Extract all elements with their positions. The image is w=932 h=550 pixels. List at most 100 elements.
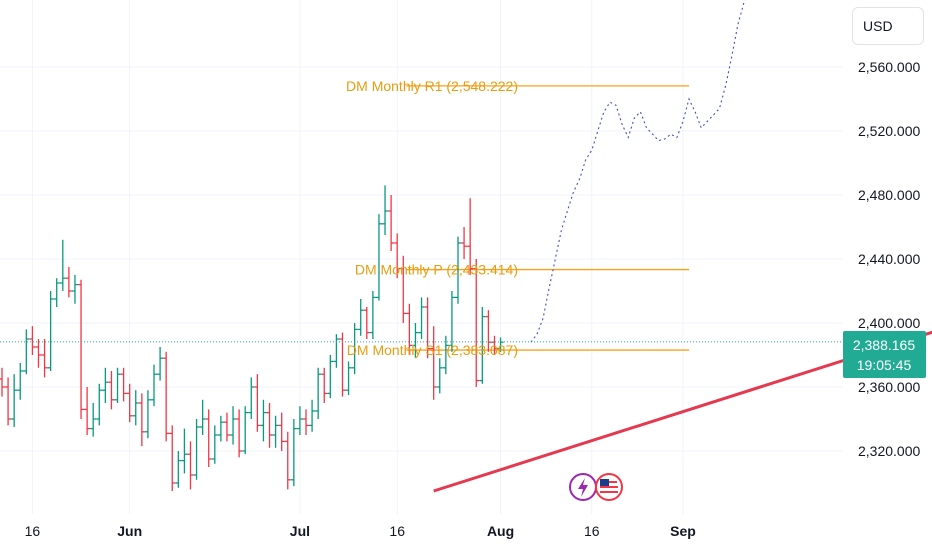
y-axis[interactable]: 2,320.000 2,360.000 2,400.000 2,440.000 2,48… (858, 59, 920, 459)
ohlc-bar (211, 425, 218, 464)
ohlc-bar (479, 307, 486, 384)
ohlc-bar (126, 383, 133, 423)
ohlc-bar (242, 406, 249, 455)
currency-selector[interactable]: USD (852, 7, 924, 45)
ohlc-bar (0, 367, 5, 397)
ohlc-bar (400, 255, 407, 323)
ohlc-bar (321, 367, 328, 403)
ohlc-bar (175, 451, 182, 488)
y-tick-label: 2,520.000 (858, 123, 920, 139)
bar-countdown: 19:05:45 (857, 357, 912, 373)
ohlc-bar (388, 195, 395, 251)
ohlc-bar (108, 371, 115, 410)
ohlc-bar (339, 332, 346, 397)
ohlc-bar (272, 415, 279, 448)
us-flag-stripe (600, 486, 618, 488)
ohlc-bar (303, 409, 309, 435)
current-price-tag: 2,388.165 19:05:45 (843, 331, 926, 378)
ohlc-bar (278, 412, 285, 451)
ohlc-bar (467, 198, 474, 275)
ohlc-bar (455, 236, 461, 304)
x-tick-label: Sep (670, 523, 696, 539)
currency-label: USD (863, 18, 893, 34)
ohlc-bar (114, 367, 121, 403)
ohlc-bar (284, 431, 291, 490)
ohlc-bar (254, 374, 261, 432)
ohlc-bar (59, 239, 66, 291)
ohlc-bar (333, 334, 340, 368)
ohlc-bar (217, 415, 224, 442)
ohlc-bar (382, 185, 389, 235)
ohlc-bar (138, 393, 145, 447)
y-tick-label: 2,400.000 (858, 315, 920, 331)
ohlc-bar (236, 409, 243, 458)
ohlc-bar (248, 377, 255, 419)
ohlc-bar (187, 441, 194, 490)
ohlc-bar (181, 428, 188, 474)
ohlc-bar (448, 291, 455, 352)
lightning-bolt-icon (578, 478, 588, 497)
pivot-level-label: DM Monthly R1 (2,548.222) (346, 78, 518, 94)
x-tick-label: Jul (290, 523, 310, 539)
ohlc-bar (412, 323, 419, 359)
ohlc-bar (132, 390, 139, 426)
ohlc-bar (260, 399, 267, 442)
ohlc-bar (17, 363, 24, 400)
x-tick-label: Jun (117, 523, 142, 539)
ohlc-bar (296, 406, 303, 435)
x-axis[interactable]: 16 Jun Jul 16 Aug 16 Sep (25, 523, 696, 539)
ohlc-bar (151, 364, 157, 407)
ohlc-bar (406, 303, 413, 355)
pivot-levels (406, 85, 690, 351)
ohlc-bar (35, 339, 42, 368)
ohlc-bar (461, 227, 468, 259)
ohlc-bar (78, 279, 85, 419)
ohlc-bar (144, 390, 151, 439)
ohlc-bar (71, 275, 78, 304)
y-tick-label: 2,360.000 (858, 379, 920, 395)
ohlc-bar (84, 387, 91, 435)
ohlc-bar (363, 307, 370, 339)
ohlc-bar (345, 361, 352, 395)
ohlc-bar (424, 297, 431, 359)
ohlc-bar (65, 267, 72, 298)
ohlc-bar (357, 299, 364, 336)
ohlc-bar (230, 406, 237, 445)
y-tick-label: 2,440.000 (858, 251, 920, 267)
y-tick-label: 2,320.000 (858, 443, 920, 459)
ohlc-bar (418, 297, 425, 339)
ohlc-bar (5, 377, 12, 426)
pivot-level-label: DM Monthly S1 (2,383.087) (347, 342, 518, 358)
event-icons[interactable] (569, 473, 623, 501)
pivot-level-label: DM Monthly P (2,433.414) (355, 262, 518, 278)
ohlc-bar (11, 374, 18, 427)
ohlc-bar (430, 326, 437, 400)
ohlc-bar (473, 259, 480, 387)
ohlc-bar (223, 412, 230, 442)
us-flag-stripe (600, 491, 618, 493)
ohlc-bar (315, 367, 322, 419)
x-tick-label: 16 (584, 523, 600, 539)
ohlc-bar (157, 347, 164, 381)
ohlc-bar (41, 339, 48, 378)
us-flag-canton (600, 479, 609, 486)
ohlc-bar (369, 291, 376, 339)
projection-path (530, 0, 746, 343)
current-price-tag-bg (843, 331, 926, 378)
ohlc-bar (290, 419, 297, 487)
ohlc-bar (120, 367, 127, 402)
ohlc-bar (169, 425, 176, 491)
ohlc-bar (47, 291, 54, 371)
ohlc-bar (327, 355, 334, 399)
ohlc-bar (351, 323, 358, 375)
ohlc-bar (23, 329, 30, 375)
ohlc-bar (266, 403, 273, 448)
y-tick-label: 2,480.000 (858, 187, 920, 203)
ohlc-bar (436, 358, 443, 394)
y-tick-label: 2,560.000 (858, 59, 920, 75)
ohlc-bar (199, 399, 206, 435)
ohlc-bar (375, 214, 382, 301)
ohlc-bar (96, 383, 103, 426)
ohlc-bar (53, 278, 60, 307)
